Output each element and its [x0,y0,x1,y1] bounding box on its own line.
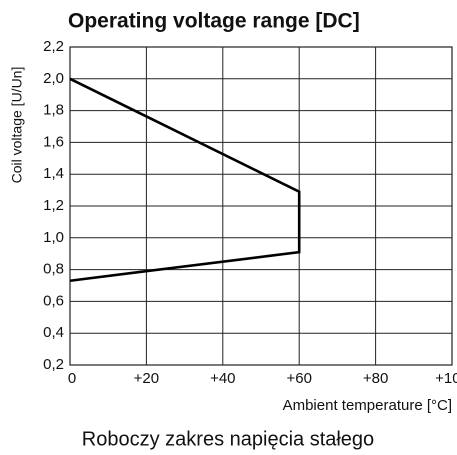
y-tick-label: 1,4 [43,165,64,182]
caption: Roboczy zakres napięcia stałego [82,428,374,450]
y-tick-label: 2,2 [43,38,64,55]
x-tick-label: +80 [363,370,388,387]
y-tick-label: 1,8 [43,102,64,119]
y-tick-label: 0,8 [43,261,64,278]
y-tick-label: 1,0 [43,229,64,246]
y-tick-label: 0,4 [43,324,64,341]
plot-frame [69,46,453,366]
x-tick-label: +20 [134,370,159,387]
y-tick-label: 0,2 [43,356,64,373]
x-tick-label: +60 [286,370,311,387]
line [69,77,301,283]
chart-title: Operating voltage range [DC] [68,10,360,33]
x-tick-label: +100 [435,370,457,387]
x-axis-label: Ambient temperature [°C] [283,397,452,414]
x-tick-label: 0 [68,370,76,387]
y-axis-label: Coil voltage [U/Un] [9,67,25,184]
y-tick-label: 1,6 [43,133,64,150]
y-tick-label: 2,0 [43,70,64,87]
x-tick-label: +40 [210,370,235,387]
y-tick-label: 1,2 [43,197,64,214]
y-tick-label: 0,6 [43,292,64,309]
